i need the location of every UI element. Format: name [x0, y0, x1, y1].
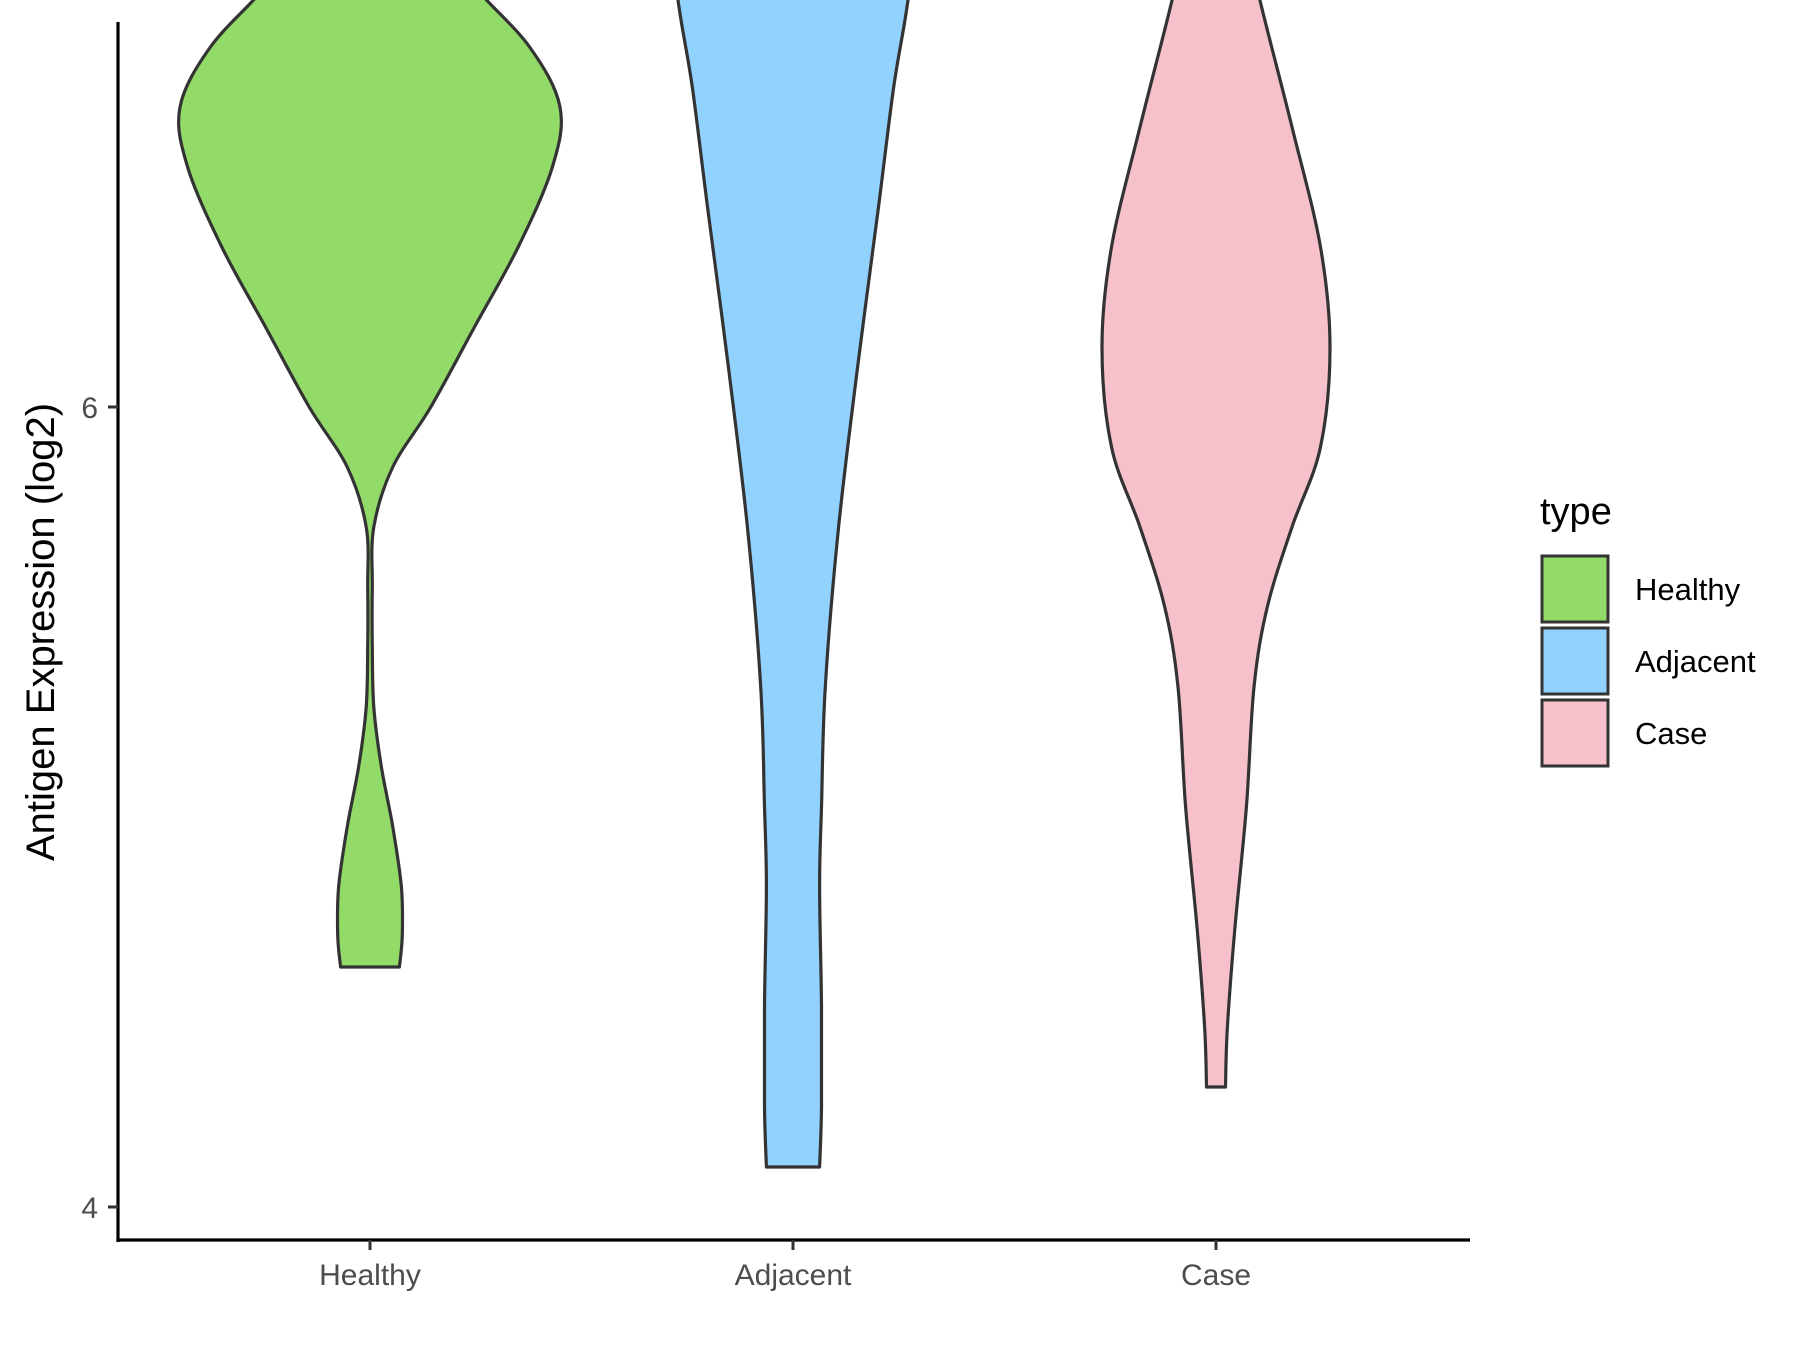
y-axis-title: Antigen Expression (log2) — [19, 403, 63, 861]
legend-label-case: Case — [1635, 716, 1707, 751]
legend-label-healthy: Healthy — [1635, 572, 1741, 607]
legend-swatch-case — [1540, 698, 1610, 768]
y-tick-label: 6 — [81, 392, 98, 425]
violins-layer — [177, 0, 1332, 1169]
y-tick-label: 4 — [81, 1192, 98, 1225]
violin-healthy — [177, 0, 563, 969]
violin-case — [1100, 0, 1332, 1089]
legend-label-adjacent: Adjacent — [1635, 644, 1756, 679]
x-tick-label: Healthy — [319, 1259, 421, 1292]
x-tick-label: Case — [1181, 1259, 1251, 1292]
y-ticks: 468 — [81, 392, 118, 1225]
legend-swatch-adjacent — [1540, 626, 1610, 696]
x-tick-label: Adjacent — [735, 1259, 852, 1292]
legend-entries: Healthy Adjacent Case — [1540, 554, 1756, 768]
x-ticks: Healthy Adjacent Case — [319, 1240, 1251, 1292]
legend: type Healthy Adjacent Case — [1540, 491, 1756, 768]
legend-title: type — [1540, 491, 1612, 533]
violin-adjacent — [676, 0, 910, 1169]
legend-swatch-healthy — [1540, 554, 1610, 624]
